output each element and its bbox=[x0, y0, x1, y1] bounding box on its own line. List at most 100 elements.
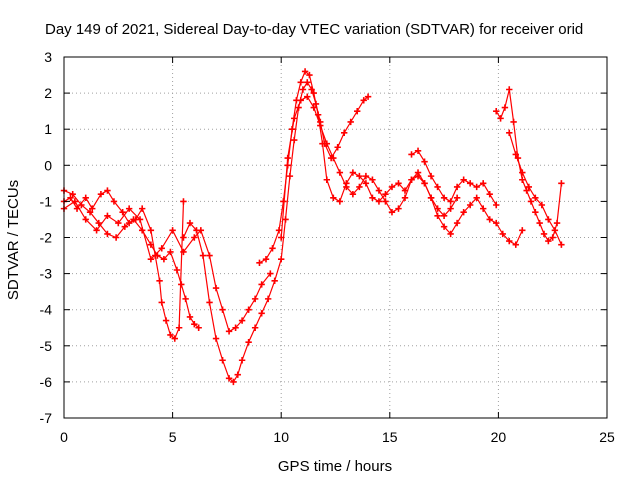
data-point bbox=[258, 310, 265, 317]
data-point bbox=[212, 335, 220, 342]
data-point bbox=[195, 324, 202, 331]
data-point bbox=[206, 299, 213, 306]
data-point bbox=[558, 241, 565, 248]
data-point bbox=[447, 230, 454, 238]
data-point bbox=[286, 172, 294, 180]
y-tick-label: -6 bbox=[40, 374, 53, 390]
data-point bbox=[434, 183, 441, 191]
data-point bbox=[360, 97, 367, 104]
data-point bbox=[156, 277, 163, 285]
axis-ticks bbox=[63, 56, 608, 419]
x-tick-label: 15 bbox=[382, 429, 398, 445]
data-point bbox=[180, 198, 187, 205]
x-tick-label: 25 bbox=[599, 429, 615, 445]
data-point bbox=[336, 169, 344, 176]
data-point bbox=[186, 313, 194, 321]
data-point bbox=[336, 198, 344, 205]
data-point bbox=[115, 219, 122, 227]
data-point bbox=[136, 216, 144, 223]
data-point bbox=[388, 209, 396, 216]
data-point bbox=[284, 154, 291, 162]
data-point bbox=[245, 338, 252, 346]
data-point bbox=[499, 230, 506, 238]
data-point bbox=[212, 284, 220, 292]
data-point bbox=[317, 122, 324, 129]
data-point bbox=[82, 216, 89, 223]
data-point bbox=[486, 190, 493, 198]
data-point bbox=[138, 205, 146, 212]
data-point bbox=[178, 281, 185, 288]
y-tick-label: -1 bbox=[40, 193, 53, 209]
data-point bbox=[280, 198, 287, 205]
data-point bbox=[262, 255, 270, 263]
data-point bbox=[473, 183, 480, 191]
y-tick-label: -2 bbox=[40, 230, 53, 246]
data-point bbox=[356, 183, 363, 191]
series-line bbox=[182, 81, 369, 383]
data-point bbox=[369, 176, 376, 183]
data-point bbox=[269, 245, 276, 252]
data-point bbox=[440, 223, 448, 230]
data-point bbox=[375, 198, 383, 205]
data-series bbox=[506, 129, 565, 248]
y-tick-label: -3 bbox=[40, 266, 53, 282]
data-point bbox=[532, 194, 539, 201]
data-point bbox=[82, 194, 89, 201]
data-point bbox=[121, 223, 129, 230]
data-point bbox=[264, 295, 272, 303]
y-axis-tick-labels: -7 -6 -5 -4 -3 -2 -1 0 1 2 3 bbox=[40, 49, 53, 426]
data-point bbox=[162, 317, 170, 324]
data-point bbox=[119, 209, 126, 216]
data-point bbox=[301, 68, 309, 75]
data-point bbox=[447, 205, 454, 212]
data-point bbox=[532, 209, 539, 216]
data-point bbox=[479, 205, 487, 212]
data-point bbox=[330, 194, 337, 201]
data-point bbox=[473, 194, 480, 201]
data-point bbox=[78, 201, 85, 209]
data-point bbox=[310, 89, 317, 97]
data-point bbox=[553, 219, 561, 227]
data-point bbox=[395, 205, 402, 212]
data-point bbox=[343, 183, 350, 191]
data-point bbox=[191, 320, 198, 328]
data-point bbox=[506, 86, 513, 93]
data-point bbox=[130, 216, 137, 223]
data-point bbox=[112, 234, 120, 241]
data-point bbox=[493, 201, 500, 209]
data-point bbox=[297, 79, 304, 86]
data-point bbox=[479, 180, 487, 187]
data-point bbox=[245, 306, 252, 313]
data-point bbox=[549, 234, 556, 241]
data-point bbox=[182, 295, 189, 303]
data-point bbox=[362, 180, 370, 187]
data-point bbox=[525, 183, 533, 191]
data-point bbox=[232, 324, 239, 331]
data-point bbox=[382, 198, 389, 205]
data-point bbox=[486, 216, 493, 223]
data-point bbox=[186, 219, 194, 227]
data-point bbox=[388, 183, 396, 191]
data-point bbox=[493, 107, 500, 115]
data-point bbox=[354, 107, 361, 115]
data-point bbox=[175, 324, 183, 331]
data-point bbox=[414, 172, 422, 180]
data-point bbox=[180, 234, 187, 241]
data-point bbox=[501, 104, 509, 111]
data-point bbox=[86, 209, 94, 216]
data-point bbox=[125, 205, 133, 212]
data-point bbox=[97, 190, 105, 198]
data-point bbox=[110, 198, 118, 205]
data-point bbox=[191, 234, 198, 241]
series-line bbox=[495, 89, 562, 243]
data-point bbox=[238, 317, 246, 324]
data-point bbox=[282, 216, 289, 223]
y-tick-label: 3 bbox=[44, 49, 52, 65]
data-point bbox=[545, 237, 552, 245]
data-point bbox=[395, 180, 402, 187]
data-point bbox=[382, 190, 389, 198]
data-point bbox=[104, 187, 111, 194]
data-point bbox=[238, 357, 246, 364]
